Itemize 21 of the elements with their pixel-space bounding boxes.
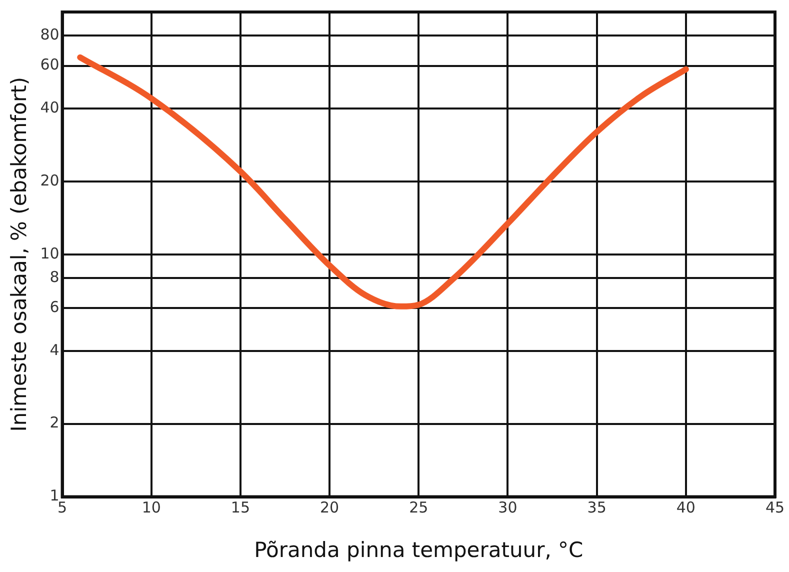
y-tick-label: 20 xyxy=(40,171,60,190)
y-tick-label: 40 xyxy=(40,98,60,116)
y-tick-label: 8 xyxy=(50,268,60,286)
y-tick-label: 2 xyxy=(50,414,60,432)
y-tick-label: 4 xyxy=(50,340,60,359)
x-tick-label: 25 xyxy=(409,498,428,517)
y-tick-label: 80 xyxy=(40,25,60,44)
x-tick-label: 45 xyxy=(765,498,785,517)
y-tick-label: 1 xyxy=(50,486,60,505)
x-tick-label: 35 xyxy=(587,498,606,517)
x-tick-label: 5 xyxy=(58,498,68,517)
y-tick-label: 10 xyxy=(40,244,60,262)
x-tick-label: 10 xyxy=(142,498,161,517)
x-tick-label: 40 xyxy=(676,498,696,517)
y-tick-label: 60 xyxy=(40,56,60,74)
x-tick-label: 15 xyxy=(230,498,250,517)
x-tick-label: 20 xyxy=(320,498,340,517)
y-axis-title: Inimeste osakaal, % (ebakomfort) xyxy=(7,76,32,432)
x-tick-label: 30 xyxy=(498,498,518,517)
y-tick-label: 6 xyxy=(50,298,60,316)
x-axis-title: Põranda pinna temperatuur, °C xyxy=(254,538,584,562)
